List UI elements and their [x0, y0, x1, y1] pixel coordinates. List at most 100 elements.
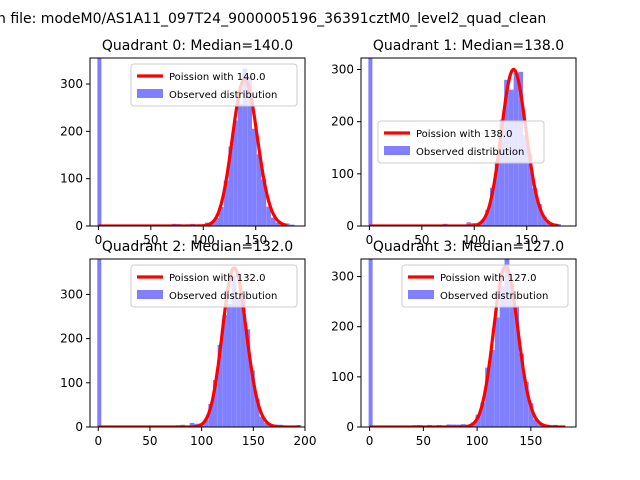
axes-frame [360, 258, 577, 428]
x-tick-label: 50 [414, 233, 429, 247]
axes-frame [360, 57, 577, 227]
histogram-bar [256, 154, 262, 226]
histogram-bar [223, 180, 229, 226]
y-tick-label: 100 [60, 172, 83, 186]
axes-frame [89, 258, 306, 428]
x-tick-label: 100 [192, 233, 215, 247]
histogram-bar [494, 317, 500, 427]
subplot-quadrant-2: 0 50 100 150 200 0 100 200 300 Quadrant 2: Median… [60, 239, 316, 448]
histogram-bar [228, 146, 234, 226]
y-tick-label: 0 [75, 420, 83, 434]
legend-label-poisson: Poission with 132.0 [169, 273, 265, 284]
subplot-title: Quadrant 0: Median=140.0 [102, 38, 293, 54]
histogram-bar [203, 419, 209, 427]
histogram-bar [217, 344, 223, 427]
histogram-bar [226, 303, 232, 427]
histogram-bar [189, 422, 195, 427]
y-tick-label: 300 [60, 77, 83, 91]
histogram-bar [242, 68, 248, 226]
legend-label-poisson: Poission with 140.0 [169, 72, 265, 83]
x-tick-label: 100 [190, 434, 213, 448]
x-tick-label: 200 [294, 434, 317, 448]
histogram-bar [264, 422, 269, 427]
histogram-bar [219, 206, 224, 226]
legend-bar-swatch [137, 89, 163, 98]
histogram-bar [240, 291, 246, 427]
legend-frame [130, 63, 298, 107]
histogram-bar [466, 222, 472, 226]
histogram-bar [527, 153, 533, 226]
histogram-bar [519, 353, 524, 427]
histogram-bar [494, 160, 500, 226]
legend-bar-swatch [408, 290, 434, 299]
histogram-bar [270, 217, 276, 226]
histogram-bar [266, 206, 271, 226]
y-tick-label: 100 [331, 370, 354, 384]
x-tick-label: 0 [94, 434, 102, 448]
subplot-quadrant-1: 0 50 100 150 0 100 200 300 Quadrant 1: Median=13… [331, 38, 577, 247]
poisson-fit-line [97, 266, 301, 427]
poisson-fit-line [369, 264, 566, 427]
y-tick-label: 300 [331, 62, 354, 76]
histogram-bar [245, 329, 251, 427]
histogram-bar [289, 224, 295, 226]
legend-label-poisson: Poission with 127.0 [440, 273, 536, 284]
y-tick-label: 200 [331, 320, 354, 334]
histogram-bar [509, 283, 515, 427]
legend: Poission with 140.0 Observed distribution [130, 63, 298, 107]
observed-histogram [97, 259, 302, 427]
y-tick-label: 300 [331, 270, 354, 284]
histogram-bar [556, 223, 561, 226]
histogram-bar [97, 259, 102, 427]
subplot-title: Quadrant 1: Median=138.0 [373, 38, 564, 54]
x-tick-label: 50 [143, 233, 158, 247]
subplot-title: Quadrant 3: Median=127.0 [373, 239, 564, 255]
histogram-bar [523, 381, 529, 427]
histogram-bar [259, 416, 265, 427]
histogram-bar [231, 275, 237, 427]
x-tick-label: 50 [142, 434, 157, 448]
legend-frame [130, 264, 298, 308]
histogram-bar [237, 104, 243, 226]
subplot-grid: 0 50 100 150 0 100 200 300 Quadrant 0: Median=14… [60, 38, 577, 448]
x-tick-label: 150 [515, 233, 538, 247]
histogram-bar [499, 119, 505, 226]
legend-label-observed: Observed distribution [416, 147, 524, 158]
histogram-bar [504, 259, 510, 427]
figure-suptitle: n file: modeM0/AS1A11_097T24_9000005196_… [0, 11, 546, 27]
histogram-bar [475, 414, 481, 427]
legend: Poission with 138.0 Observed distribution [377, 120, 545, 164]
histogram-bar [285, 223, 290, 226]
histogram-bar [528, 403, 534, 427]
y-tick-label: 200 [60, 332, 83, 346]
legend-label-observed: Observed distribution [169, 291, 277, 302]
legend-frame [377, 120, 545, 164]
histogram-bar [514, 305, 520, 427]
x-tick-label: 0 [366, 233, 374, 247]
histogram-bar [261, 179, 267, 226]
histogram-bar [485, 209, 490, 226]
y-tick-label: 300 [60, 287, 83, 301]
legend-label-observed: Observed distribution [169, 90, 277, 101]
histogram-bar [537, 204, 542, 226]
histogram-bar [254, 398, 260, 427]
legend: Poission with 132.0 Observed distribution [130, 264, 298, 308]
histogram-bar [222, 315, 227, 427]
histogram-bar [368, 58, 373, 226]
legend-label-observed: Observed distribution [440, 291, 548, 302]
y-tick-label: 0 [346, 420, 354, 434]
histogram-bar [499, 286, 505, 427]
x-tick-label: 150 [242, 434, 265, 448]
legend: Poission with 127.0 Observed distribution [401, 264, 569, 308]
histogram-bar [275, 222, 281, 226]
y-tick-label: 100 [60, 376, 83, 390]
histogram-bar [523, 135, 528, 226]
histogram-bar [480, 402, 486, 427]
histogram-bar [97, 58, 102, 226]
histogram-bar [490, 187, 495, 226]
histogram-bar [247, 75, 253, 226]
histogram-bar [541, 216, 547, 226]
x-tick-label: 0 [366, 434, 374, 448]
y-tick-label: 0 [346, 219, 354, 233]
